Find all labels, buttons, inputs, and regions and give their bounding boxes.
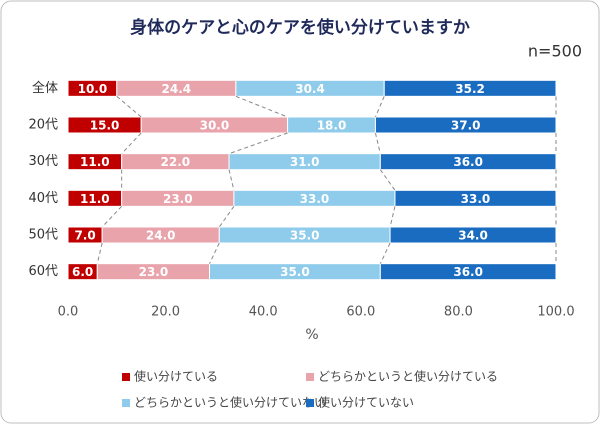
value-label: 23.0 (139, 265, 169, 279)
value-label: 35.0 (280, 265, 310, 279)
y-tick-label: 20代 (28, 118, 58, 133)
legend-swatch (306, 373, 314, 381)
legend-label: どちらかというと使い分けていない (134, 395, 326, 410)
value-label: 33.0 (461, 192, 491, 206)
value-label: 15.0 (90, 119, 120, 133)
value-label: 6.0 (72, 265, 93, 279)
series-line (116, 95, 142, 118)
series-line (374, 96, 385, 118)
bar-segment (374, 116, 557, 134)
legend-swatch (306, 399, 314, 407)
series-line (121, 132, 142, 155)
value-label: 36.0 (453, 155, 483, 169)
y-tick-label: 全体 (32, 80, 58, 96)
value-label: 37.0 (451, 119, 481, 133)
series-line (228, 169, 235, 191)
legend-swatch (122, 373, 130, 381)
y-tick-label: 30代 (28, 154, 58, 169)
value-label: 31.0 (290, 155, 320, 169)
y-tick-label: 60代 (28, 264, 58, 279)
bar-segment (379, 263, 557, 281)
series-line (218, 206, 235, 228)
bar-segment (383, 79, 557, 97)
legend-label: 使い分けている (134, 369, 218, 384)
value-label: 30.0 (200, 119, 230, 133)
series-line (374, 132, 381, 154)
legend-swatch (122, 399, 130, 407)
bar-segment (394, 189, 557, 207)
x-tick-label: 40.0 (249, 305, 278, 320)
bar-segment (379, 153, 557, 171)
x-tick-label: 100.0 (537, 305, 574, 320)
value-label: 18.0 (317, 119, 347, 133)
value-label: 11.0 (80, 155, 110, 169)
value-label: 10.0 (78, 82, 108, 96)
series-line (379, 169, 396, 191)
y-tick-label: 50代 (28, 228, 58, 243)
series-line (235, 95, 288, 118)
value-label: 35.0 (290, 229, 320, 243)
value-label: 11.0 (80, 192, 110, 206)
series-line (389, 206, 396, 228)
x-axis-label: % (305, 327, 318, 343)
legend-label: どちらかというと使い分けている (318, 369, 498, 384)
value-label: 33.0 (300, 192, 330, 206)
value-label: 30.4 (295, 82, 325, 96)
x-tick-label: 0.0 (58, 305, 79, 320)
x-tick-label: 20.0 (151, 305, 180, 320)
value-label: 23.0 (163, 192, 193, 206)
series-line (101, 205, 123, 228)
value-label: 24.0 (146, 229, 176, 243)
x-tick-label: 60.0 (346, 305, 375, 320)
legend-label: 使い分けていない (318, 395, 414, 410)
y-tick-label: 40代 (28, 191, 58, 206)
value-label: 7.0 (74, 229, 95, 243)
series-line (209, 242, 220, 264)
value-label: 34.0 (458, 229, 488, 243)
value-label: 24.4 (162, 82, 192, 96)
series-line (379, 242, 391, 264)
bar-segment (389, 226, 557, 244)
x-tick-label: 80.0 (444, 305, 473, 320)
value-label: 22.0 (161, 155, 191, 169)
value-label: 35.2 (455, 82, 485, 96)
series-line (228, 132, 288, 155)
chart-title: 身体のケアと心のケアを使い分けていますか (130, 17, 470, 38)
annotation: n=500 (528, 42, 582, 61)
series-line (96, 242, 103, 264)
value-label: 36.0 (453, 265, 483, 279)
